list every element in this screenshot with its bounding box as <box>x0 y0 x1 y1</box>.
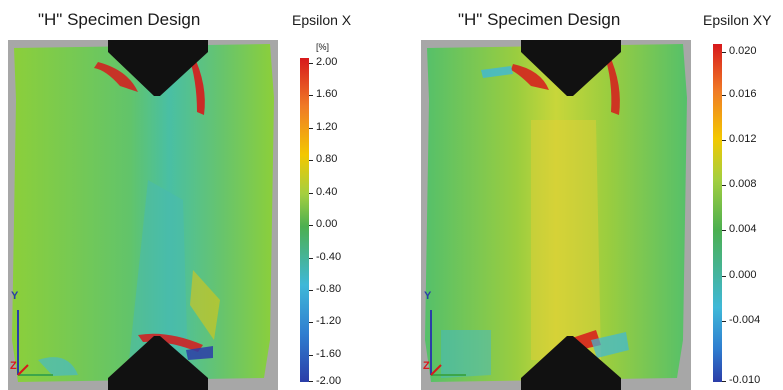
legend-tick: -0.80 <box>316 283 342 295</box>
legend-tick: -0.004 <box>729 314 761 326</box>
axis-z-label: Z <box>423 360 430 372</box>
legend-tick: -2.00 <box>316 375 342 387</box>
upper-grip <box>108 40 208 96</box>
panel-title: "H" Specimen Design <box>458 10 621 29</box>
strain-map-image <box>8 40 278 390</box>
legend-tick: -0.40 <box>316 251 342 263</box>
upper-grip <box>521 40 621 96</box>
strain-map: Y Z <box>8 40 278 390</box>
legend-tick: -1.60 <box>316 348 342 360</box>
legend-tick: 0.00 <box>316 218 338 230</box>
legend-tick: 0.000 <box>729 269 757 281</box>
legend-tick: 0.008 <box>729 178 757 190</box>
strain-map: Y Z <box>421 40 691 390</box>
legend-tick: -1.20 <box>316 315 342 327</box>
legend-tick: 0.004 <box>729 223 757 235</box>
axis-z-label: Z <box>10 360 17 372</box>
color-bar <box>713 44 722 382</box>
legend-tick: 0.016 <box>729 88 757 100</box>
legend-unit: [%] <box>316 42 330 52</box>
right-panel: "H" Specimen Design Epsilon XY <box>393 0 783 390</box>
legend-tick: 2.00 <box>316 56 338 68</box>
left-panel: "H" Specimen Design Epsilon X <box>0 0 390 390</box>
legend-title: Epsilon XY <box>703 12 772 28</box>
legend-tick: 1.20 <box>316 121 338 133</box>
axis-y-label: Y <box>424 290 432 302</box>
strain-map-image <box>421 40 691 390</box>
legend-tick: 0.012 <box>729 133 757 145</box>
legend-tick: 0.40 <box>316 186 338 198</box>
color-bar <box>300 58 309 382</box>
axis-y-label: Y <box>11 290 19 302</box>
legend-tick: -0.010 <box>729 374 761 386</box>
lower-grip <box>108 336 208 390</box>
lower-grip <box>521 336 621 390</box>
panel-title: "H" Specimen Design <box>38 10 201 29</box>
legend-tick: 1.60 <box>316 88 338 100</box>
legend-tick: 0.020 <box>729 45 757 57</box>
legend-tick: 0.80 <box>316 153 338 165</box>
legend-title: Epsilon X <box>292 12 352 28</box>
